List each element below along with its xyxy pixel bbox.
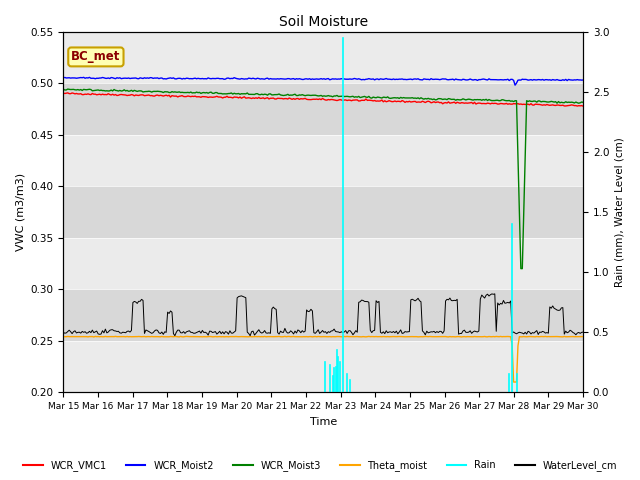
Bar (63, 289, 583, 341)
Bar (63, 341, 583, 392)
Legend: WCR_VMC1, WCR_Moist2, WCR_Moist3, Theta_moist, Rain, WaterLevel_cm: WCR_VMC1, WCR_Moist2, WCR_Moist3, Theta_… (19, 456, 621, 475)
Y-axis label: Rain (mm), Water Level (cm): Rain (mm), Water Level (cm) (615, 137, 625, 287)
Bar (63, 83, 583, 134)
Y-axis label: VWC (m3/m3): VWC (m3/m3) (15, 173, 25, 251)
Text: BC_met: BC_met (71, 50, 120, 63)
Bar (63, 186, 583, 238)
Bar (63, 32, 583, 83)
Bar (63, 238, 583, 289)
Title: Soil Moisture: Soil Moisture (278, 15, 368, 29)
X-axis label: Time: Time (310, 417, 337, 427)
Bar (63, 134, 583, 186)
